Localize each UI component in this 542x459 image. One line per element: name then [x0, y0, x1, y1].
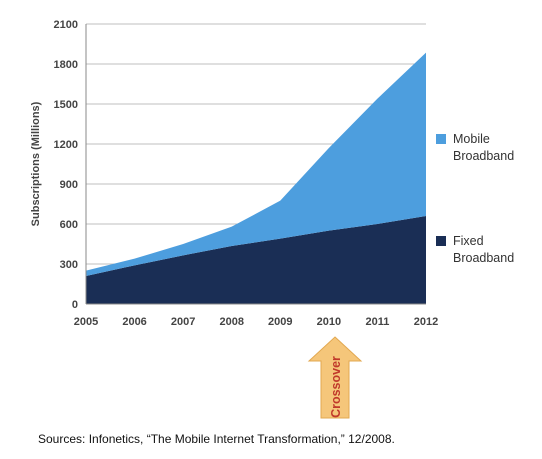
- legend-fixed-swatch: [436, 236, 446, 246]
- crossover-annotation: Crossover: [307, 336, 363, 419]
- area-series: [86, 52, 426, 304]
- x-tick-label: 2007: [171, 316, 195, 328]
- legend-fixed-line2: Broadband: [453, 251, 515, 265]
- axes: [85, 24, 426, 305]
- legend-mobile-line1: Mobile: [453, 132, 490, 146]
- y-tick-label: 0: [72, 299, 78, 311]
- x-tick-label: 2012: [414, 316, 438, 328]
- x-tick-label: 2005: [74, 316, 98, 328]
- x-tick-label: 2008: [219, 316, 243, 328]
- source-note: Sources: Infonetics, “The Mobile Interne…: [38, 432, 395, 446]
- y-tick-label: 600: [60, 219, 78, 231]
- y-tick-label: 1500: [54, 99, 78, 111]
- crossover-arrow: [307, 336, 363, 419]
- y-tick-label: 300: [60, 259, 78, 271]
- legend-mobile-line2: Broadband: [453, 149, 515, 163]
- legend-fixed-line1: Fixed: [453, 234, 484, 248]
- area-fixed-broadband: [86, 216, 426, 304]
- y-axis-label: Subscriptions (Millions): [30, 101, 42, 226]
- x-tick-label: 2011: [365, 316, 389, 328]
- y-tick-label: 1200: [54, 139, 78, 151]
- x-tick-labels: 2005 2006 2007 2008 2009 2010 2011 2012: [74, 316, 438, 328]
- y-tick-label: 1800: [54, 59, 78, 71]
- crossover-label: Crossover: [329, 356, 343, 418]
- area-mobile-broadband: [86, 52, 426, 276]
- legend-mobile-swatch: [436, 134, 446, 144]
- y-tick-label: 2100: [54, 19, 78, 31]
- x-tick-label: 2010: [317, 316, 341, 328]
- y-tick-labels: 0 300 600 900 1200 1500 1800 2100: [54, 19, 78, 311]
- x-tick-label: 2006: [122, 316, 146, 328]
- y-tick-label: 900: [60, 179, 78, 191]
- x-tick-label: 2009: [268, 316, 292, 328]
